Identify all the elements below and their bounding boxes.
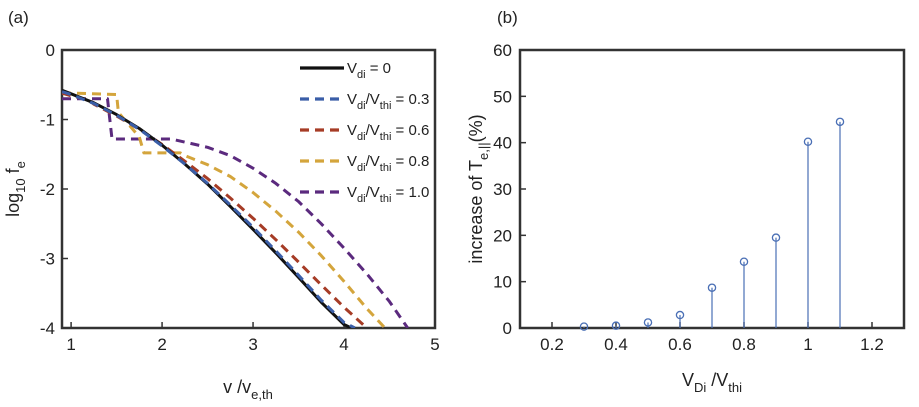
y-tick-label: -4 [40,319,55,338]
panel-a-ticks: 1 2 3 4 5 -4 -3 -2 -1 0 [40,41,440,354]
y-tick-label: -2 [40,180,55,199]
panel-a-label: (a) [8,8,29,27]
x-tick-label: 4 [339,335,348,354]
series-line-2 [62,91,368,328]
x-tick-label: 3 [248,335,257,354]
panel-a-legend: Vdi = 0 Vdi/Vthi = 0.3 Vdi/Vthi = 0.6 Vdi/V… [300,60,429,205]
stem-marker [803,137,813,146]
panel-b-x-axis-label: VDi /Vthi [682,370,742,395]
panel-b-label: (b) [497,8,518,27]
x-tick-label: 5 [430,335,439,354]
legend-entry-text: Vdi/Vthi = 0.6 [347,122,429,143]
panel-a: (a) 1 2 3 4 5 -4 -3 -2 -1 0 v /ve,th log10 fe Vdi… [3,8,440,402]
y-tick-label: 50 [493,87,512,106]
stem-marker [707,283,717,292]
stem-marker [739,257,749,266]
series-line-4 [62,97,409,328]
x-tick-label: 0.2 [540,335,564,354]
panel-a-x-axis-label: v /ve,th [223,377,273,402]
y-tick-label: 60 [493,41,512,60]
x-tick-label: 2 [157,335,166,354]
legend-entry-text: Vdi/Vthi = 0.8 [347,153,429,174]
stem-marker [675,310,685,320]
stem-marker [643,318,653,327]
x-tick-label: 0.6 [668,335,692,354]
panel-a-y-axis-label: log10 fe [3,161,28,217]
y-tick-label: 30 [493,180,512,199]
legend-entry-text: Vdi/Vthi = 1.0 [347,184,429,205]
x-tick-label: 1 [803,335,812,354]
panel-b-ticks: 0.2 0.4 0.6 0.8 1 1.2 0 10 20 30 40 50 60 [493,41,884,354]
panel-b-y-axis-label: increase of Te,||(%) [466,114,491,263]
stem-marker [611,321,621,330]
series-line-1 [62,90,356,328]
stem-marker [579,322,589,331]
y-tick-label: 40 [493,134,512,153]
legend-entry-text: Vdi/Vthi = 0.3 [347,91,429,112]
stem-marker [835,117,845,127]
y-tick-label: 10 [493,273,512,292]
stem-marker [771,233,781,242]
y-tick-label: -1 [40,111,55,130]
panel-b-stems [579,117,845,331]
x-tick-label: 1.2 [860,335,884,354]
x-tick-label: 1 [66,335,75,354]
panel-a-series-lines [62,88,409,328]
panel-b-plot-frame [518,48,906,330]
x-tick-label: 0.4 [604,335,628,354]
x-tick-label: 0.8 [732,335,756,354]
y-tick-label: -3 [40,250,55,269]
panel-b: (b) 0.2 0.4 0.6 0.8 1 1.2 0 10 20 30 40 50 60 VDi /V… [466,8,906,395]
legend-entry-text: Vdi = 0 [347,60,391,81]
y-tick-label: 0 [503,319,512,338]
y-tick-label: 0 [46,41,55,60]
y-tick-label: 20 [493,226,512,245]
